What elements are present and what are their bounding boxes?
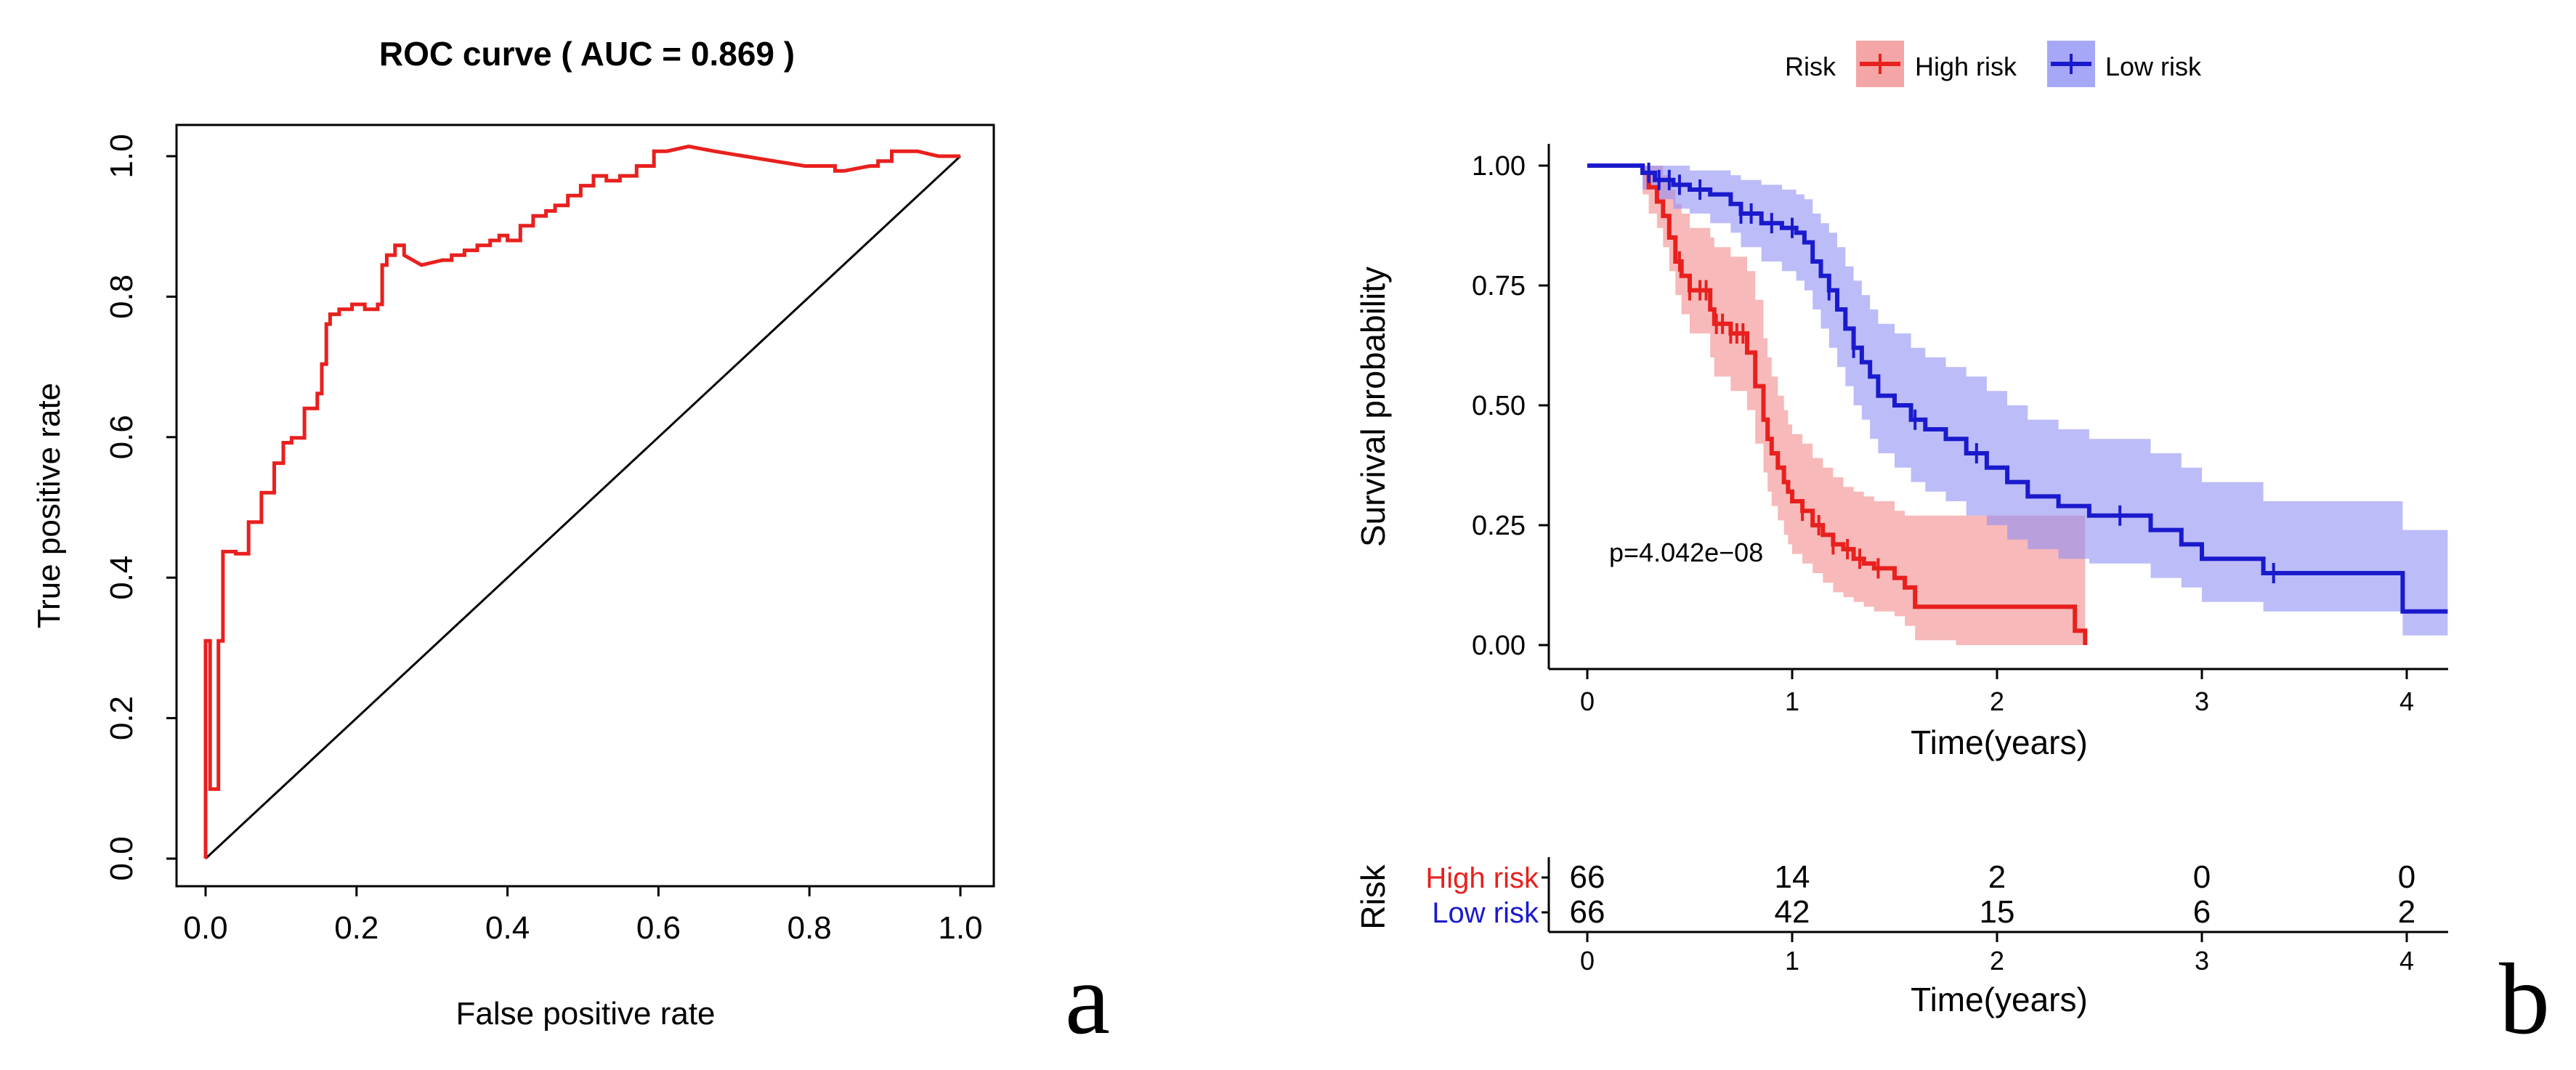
high-risk-ci-band: [1587, 166, 2086, 645]
roc-x-tick-label: 0.6: [636, 910, 681, 946]
roc-title: ROC curve ( AUC = 0.869 ): [379, 35, 795, 73]
roc-y-tick-label: 0.0: [104, 836, 139, 880]
risk-x-tick-label: 1: [1785, 946, 1799, 976]
risk-table-cell: 6: [2193, 894, 2211, 930]
km-x-tick-label: 3: [2195, 686, 2209, 716]
roc-y-tick-label: 1.0: [104, 134, 139, 178]
km-y-axis: 0.00 0.25 0.50 0.75 1.00: [1472, 151, 1549, 661]
risk-table-cell: 66: [1570, 859, 1605, 895]
km-legend: Risk High risk Low risk: [1785, 41, 2202, 87]
panel-label-b: b: [2499, 943, 2550, 1055]
roc-x-axis: 0.0 0.2 0.4 0.6 0.8 1.0: [183, 886, 983, 946]
risk-table-cell: 2: [1988, 859, 2006, 895]
km-plot-area: [1587, 162, 2448, 645]
risk-x-label: Time(years): [1911, 981, 2088, 1018]
panel-label-a: a: [1065, 943, 1110, 1055]
roc-x-tick-label: 0.8: [787, 910, 832, 946]
risk-table-title: Risk: [1354, 864, 1392, 929]
km-y-tick-label: 0.50: [1472, 391, 1526, 421]
roc-x-tick-label: 0.0: [183, 910, 227, 946]
low-risk-curve: [1587, 163, 2448, 614]
risk-table-cell: 2: [2398, 894, 2415, 930]
roc-y-label: True positive rate: [31, 383, 67, 628]
roc-x-tick-label: 1.0: [938, 910, 982, 946]
km-x-tick-label: 1: [1785, 686, 1799, 716]
roc-y-axis: 0.0 0.2 0.4 0.6 0.8 1.0: [104, 134, 177, 881]
risk-x-tick-label: 0: [1580, 946, 1595, 976]
roc-y-tick-label: 0.6: [104, 415, 139, 459]
roc-x-tick-label: 0.4: [485, 910, 530, 946]
risk-row-label-high: High risk: [1425, 862, 1539, 894]
risk-x-tick-label: 3: [2195, 946, 2209, 976]
roc-y-tick-label: 0.2: [104, 696, 139, 740]
km-x-tick-label: 4: [2399, 686, 2414, 716]
legend-high-risk-label: High risk: [1915, 52, 2017, 81]
legend-low-risk-label: Low risk: [2105, 52, 2202, 81]
risk-table: Risk High risk Low risk 66 14 2 0 066 42 15 6 2 …: [1354, 857, 2448, 1018]
roc-x-label: False positive rate: [455, 996, 715, 1032]
risk-table-cell: 66: [1570, 894, 1605, 930]
roc-y-tick-label: 0.4: [104, 556, 139, 600]
risk-table-cells: 66 14 2 0 066 42 15 6 2: [1570, 859, 2416, 930]
km-y-tick-label: 0.25: [1472, 511, 1526, 541]
risk-table-cell: 15: [1980, 894, 2015, 930]
km-y-tick-label: 1.00: [1472, 151, 1526, 182]
risk-x-tick-label: 2: [1990, 946, 2004, 976]
risk-x-axis: 0 1 2 3 4: [1580, 932, 2414, 976]
roc-y-tick-label: 0.8: [104, 275, 139, 319]
low-risk-ci-band: [1587, 166, 2448, 636]
high-risk-curve: [1587, 163, 2088, 645]
km-pvalue: p=4.042e−08: [1609, 538, 1763, 567]
legend-title: Risk: [1785, 52, 1836, 81]
km-x-tick-label: 2: [1990, 686, 2004, 716]
roc-panel: ROC curve ( AUC = 0.869 ) 0.0 0.2 0.4 0.6 0.…: [31, 35, 1110, 1055]
risk-table-cell: 0: [2193, 859, 2211, 895]
roc-x-tick-label: 0.2: [334, 910, 378, 946]
roc-frame: [175, 123, 995, 888]
risk-table-cell: 42: [1775, 894, 1810, 930]
risk-x-tick-label: 4: [2399, 946, 2414, 976]
roc-diagonal: [204, 155, 962, 860]
risk-table-cell: 14: [1775, 859, 1810, 895]
km-y-label: Survival probability: [1354, 267, 1392, 547]
km-x-label: Time(years): [1911, 724, 2088, 761]
km-y-tick-label: 0.00: [1472, 631, 1526, 661]
km-y-tick-label: 0.75: [1472, 271, 1526, 301]
km-x-tick-label: 0: [1580, 686, 1595, 716]
roc-curve: [203, 144, 960, 859]
roc-plot-area: [203, 144, 962, 860]
risk-table-cell: 0: [2398, 859, 2415, 895]
risk-row-label-low: Low risk: [1432, 897, 1539, 929]
km-x-axis: 0 1 2 3 4: [1580, 669, 2414, 716]
